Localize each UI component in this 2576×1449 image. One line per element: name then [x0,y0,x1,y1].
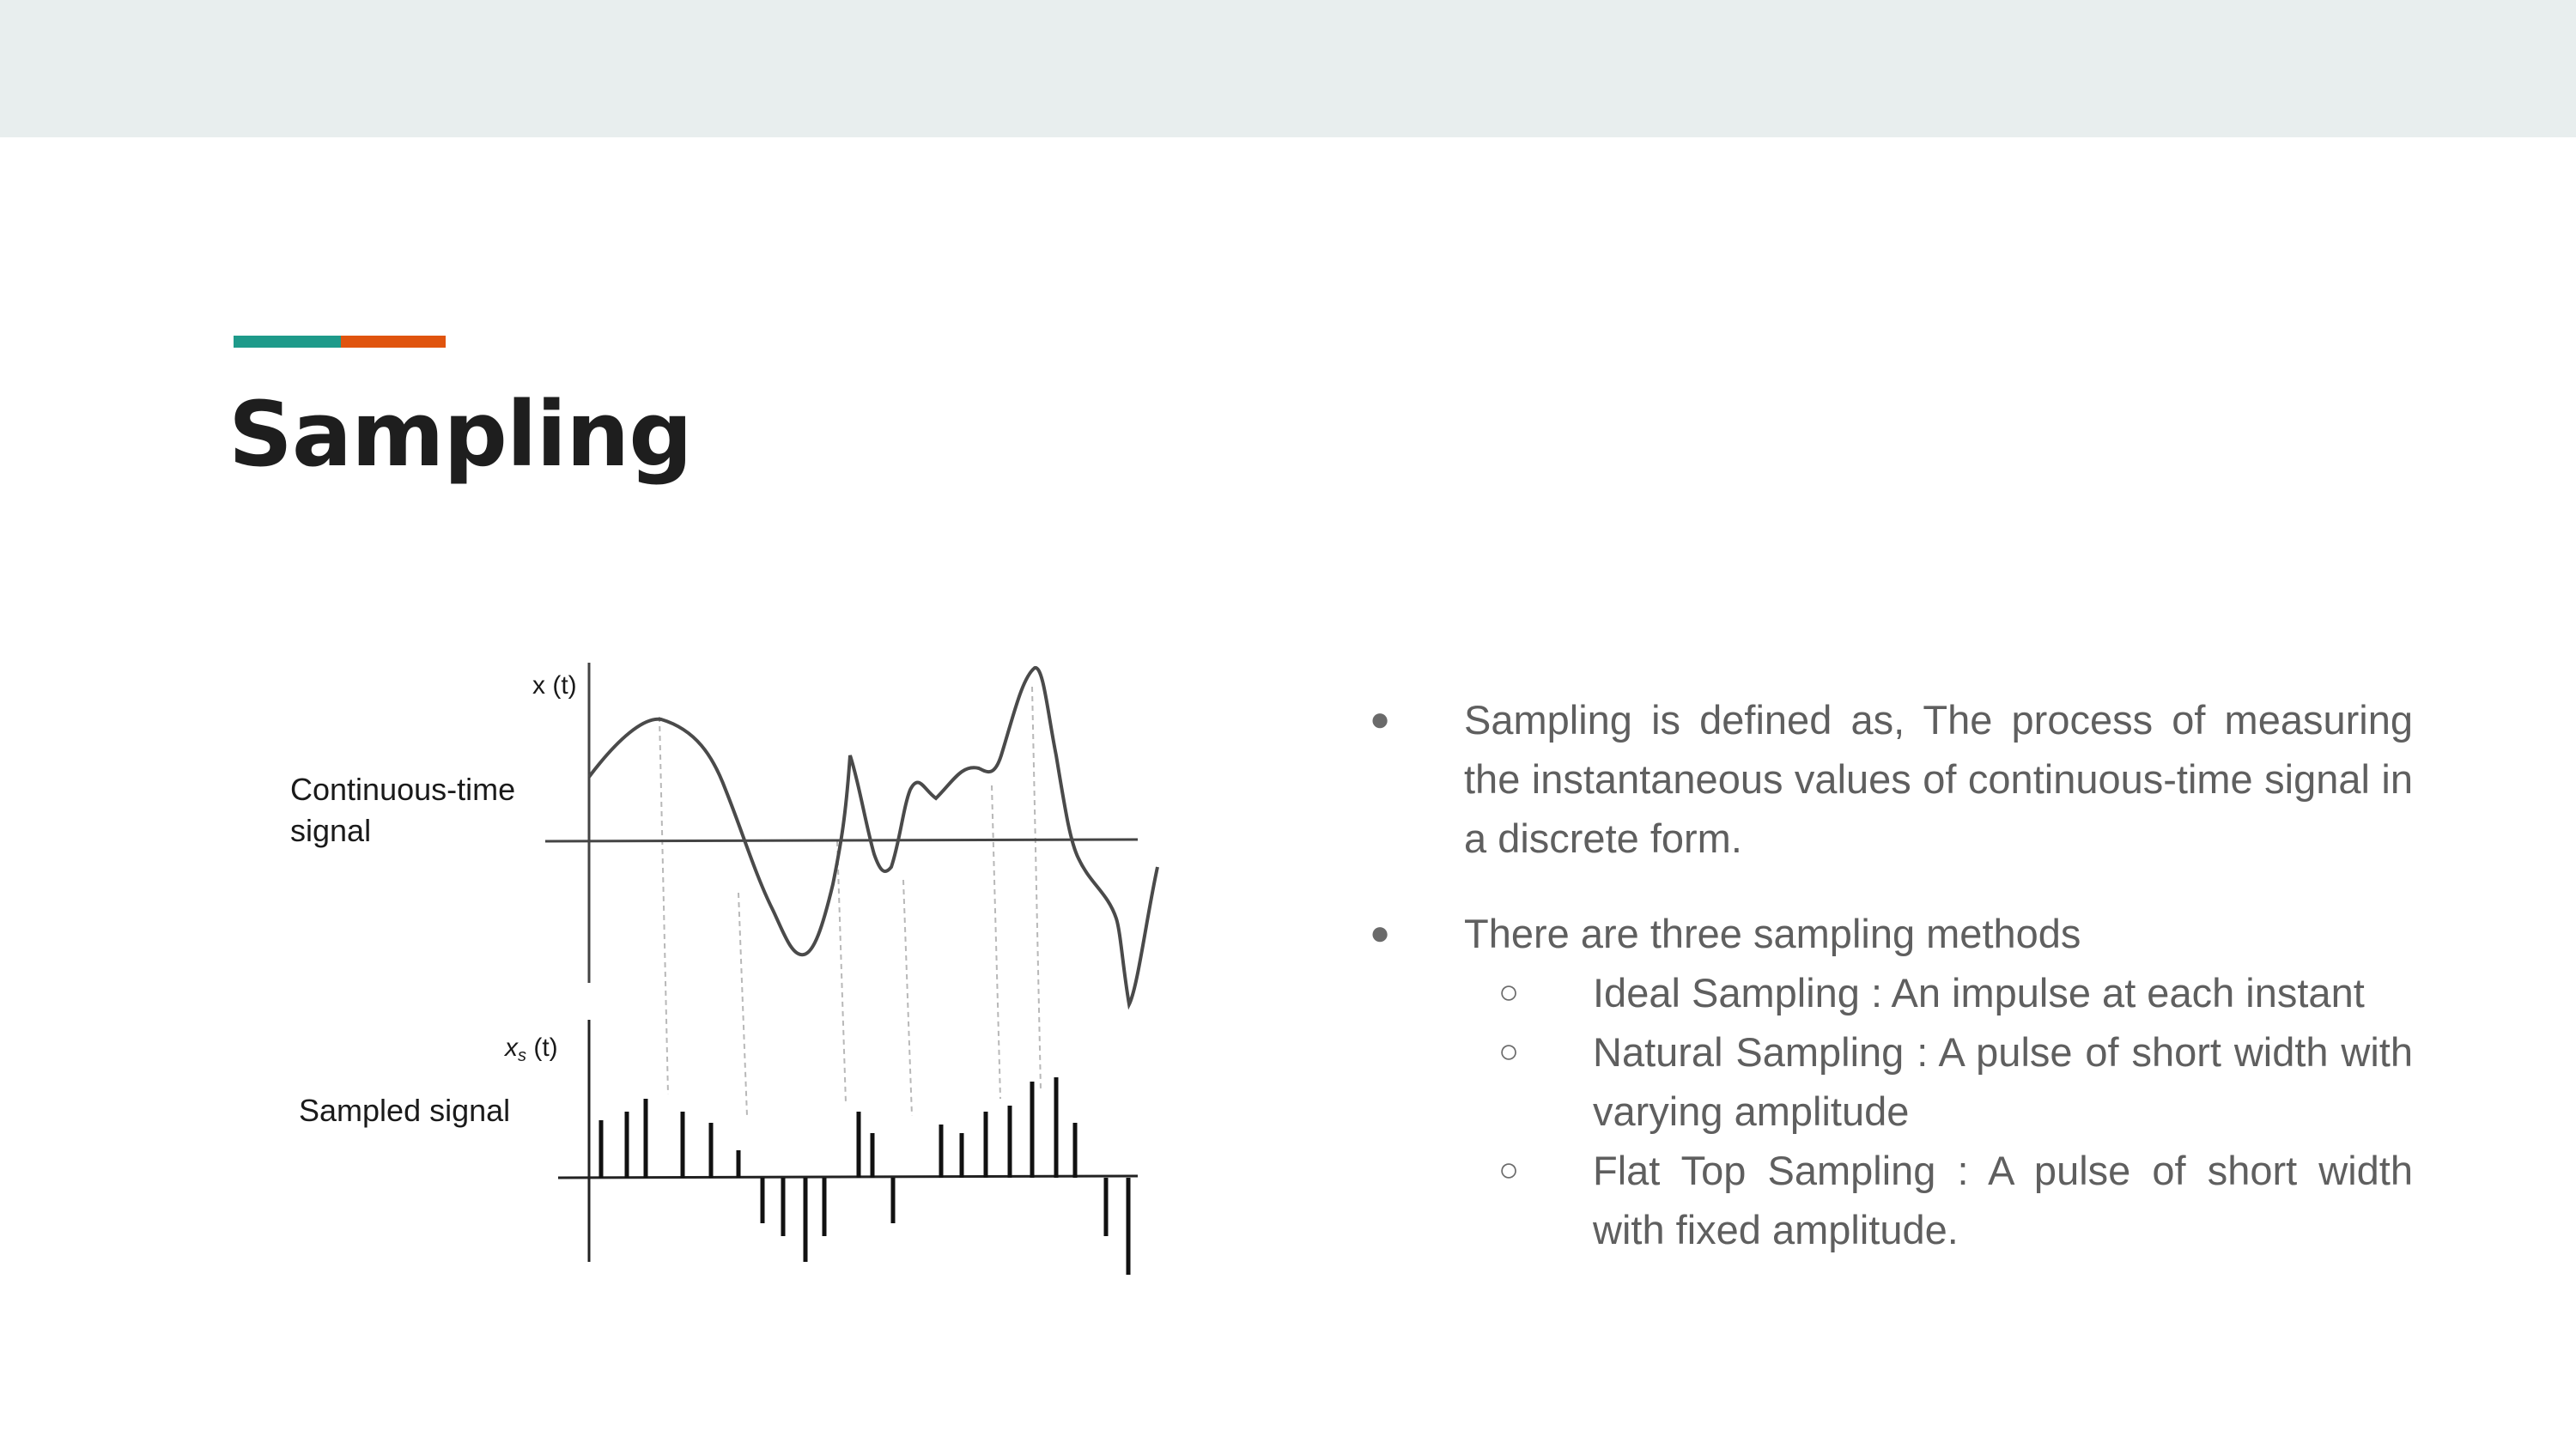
slide-title: Sampling [228,382,693,487]
sub-bullet-ideal: ○ Ideal Sampling : An impulse at each in… [1370,963,2413,1022]
bullet-item-definition: ● Sampling is defined as, The process of… [1370,690,2413,868]
sub-bullet-list: ○ Ideal Sampling : An impulse at each in… [1370,963,2413,1259]
title-accent-teal [234,336,341,348]
sub-bullet-marker: ○ [1498,973,1520,1011]
sampling-figure: x (t) Continuous-time signal xs (t) Samp… [258,635,1202,1305]
continuous-label-line2: signal [290,813,371,848]
bullet-item-methods: ● There are three sampling methods ○ Ide… [1370,904,2413,1259]
bullet-list: ● Sampling is defined as, The process of… [1370,690,2413,1259]
sampled-axis-label: xs (t) [503,1034,558,1065]
continuous-waveform [587,666,1159,1010]
bullet-text-definition: Sampling is defined as, The process of m… [1464,697,2413,861]
bullet-text-methods: There are three sampling methods [1464,911,2081,956]
sampled-label: Sampled signal [299,1093,510,1128]
continuous-label-line1: Continuous-time [290,772,515,807]
sub-bullet-text: Natural Sampling : A pulse of short widt… [1593,1029,2413,1134]
sub-bullet-natural: ○ Natural Sampling : A pulse of short wi… [1370,1022,2413,1141]
sub-bullet-marker: ○ [1498,1033,1520,1070]
title-accent-orange [341,336,446,348]
sub-bullet-flat-top: ○ Flat Top Sampling : A pulse of short w… [1370,1141,2413,1259]
top-band [0,0,2576,137]
bullet-marker: ● [1370,700,1391,738]
sampling-diagram: x (t) Continuous-time signal xs (t) Samp… [290,663,1159,1275]
sub-bullet-text: Flat Top Sampling : A pulse of short wid… [1593,1148,2413,1252]
sampled-impulses [598,1077,1131,1275]
continuous-axis-label: x (t) [532,671,577,700]
sub-bullet-marker: ○ [1498,1151,1520,1189]
bullet-marker: ● [1370,914,1391,952]
sample-guide-lines [659,686,1042,1117]
sub-bullet-text: Ideal Sampling : An impulse at each inst… [1593,970,2365,1016]
sampled-axes [557,1020,1139,1262]
